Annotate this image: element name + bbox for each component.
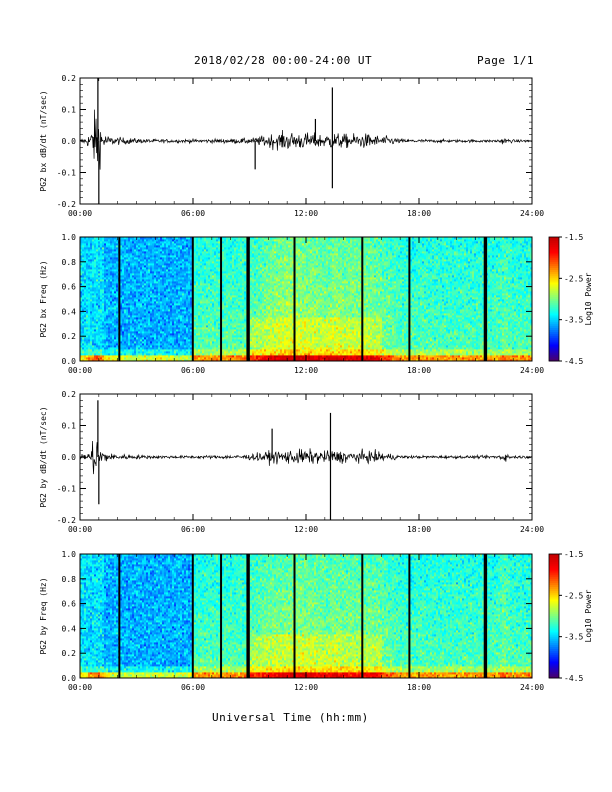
panel-4-xtick-label-4: 24:00 <box>520 683 544 692</box>
panel-2-data-gap-5 <box>361 237 363 361</box>
panel-4-ytick-label-3: 0.6 <box>62 600 77 609</box>
panel-2-colorbar-label: Log10 Power <box>584 272 593 325</box>
panel-4-data-gap-1 <box>192 554 194 678</box>
panel-3-trace-line <box>80 441 532 474</box>
panel-2-data-gap-6 <box>408 237 410 361</box>
panel-2-xtick-label-1: 06:00 <box>181 366 205 375</box>
panel-4-colorbar <box>549 554 559 679</box>
panel-2-data-gap-0 <box>118 237 120 361</box>
panel-2-ytick-label-0: 0.0 <box>62 357 77 366</box>
panel-4-ytick-label-5: 1.0 <box>62 550 77 559</box>
panel-3-ytick-label-0: -0.2 <box>57 516 76 525</box>
panel-4-ytick-label-4: 0.8 <box>62 575 77 584</box>
panel-2-colorbar-tick-label-1: -2.5 <box>564 274 583 283</box>
panel-3-ytick-label-1: -0.1 <box>57 485 76 494</box>
x-axis-title: Universal Time (hh:mm) <box>212 711 369 724</box>
panel-3-xtick-label-1: 06:00 <box>181 525 205 534</box>
panel-1: -0.2 -0.1 0.0 0.1 0.2 00:00 06:00 12:00 18:00 24:… <box>39 74 544 218</box>
panel-4-ytick-label-1: 0.2 <box>62 649 77 658</box>
panel-1-ytick-label-3: 0.1 <box>62 106 77 115</box>
panel-3-ytick-label-3: 0.1 <box>62 422 77 431</box>
panel-1-ytick-label-4: 0.2 <box>62 74 77 83</box>
panel-2-xtick-label-2: 12:00 <box>294 366 318 375</box>
panel-4-colorbar-tick-label-0: -1.5 <box>564 550 583 559</box>
panel-4-heatmap-cells <box>80 554 532 678</box>
panel-1-ytick-label-2: 0.0 <box>62 137 77 146</box>
panel-3: -0.2 -0.1 0.0 0.1 0.2 00:00 06:00 12:00 18:00 24:… <box>39 390 544 534</box>
panel-2-data-gap-3 <box>246 237 249 361</box>
panel-4-colorbar-tick-label-1: -2.5 <box>564 591 583 600</box>
panel-2-data-gap-7 <box>484 237 487 361</box>
panel-2-ytick-label-5: 1.0 <box>62 233 77 242</box>
panel-1-xtick-label-2: 12:00 <box>294 209 318 218</box>
panel-2-colorbar <box>549 237 559 362</box>
panel-1-ytick-label-1: -0.1 <box>57 169 76 178</box>
panel-2-xtick-label-0: 00:00 <box>68 366 92 375</box>
panel-3-xtick-label-2: 12:00 <box>294 525 318 534</box>
panel-4-colorbar-label: Log10 Power <box>584 589 593 642</box>
panel-4: 0.0 0.2 0.4 0.6 0.8 1.0 -1.5 -2.5 -3.5 -4.5 Log10 … <box>39 550 593 692</box>
panel-1-xtick-label-1: 06:00 <box>181 209 205 218</box>
panel-1-ylabel: PG2 bx dB/dt (nT/sec) <box>39 90 48 191</box>
panel-4-data-gap-0 <box>118 554 120 678</box>
panel-4-xtick-label-2: 12:00 <box>294 683 318 692</box>
panel-4-data-gap-2 <box>220 554 222 678</box>
panel-2-colorbar-tick-label-2: -3.5 <box>564 316 583 325</box>
panel-4-colorbar-tick-label-2: -3.5 <box>564 633 583 642</box>
panel-4-ylabel: PG2 by Freq (Hz) <box>39 577 48 654</box>
panel-2-data-gap-1 <box>192 237 194 361</box>
panel-4-data-gap-3 <box>246 554 249 678</box>
panel-2-xtick-label-4: 24:00 <box>520 366 544 375</box>
panel-2-ytick-label-3: 0.6 <box>62 283 77 292</box>
panel-2-ylabel: PG2 bx Freq (Hz) <box>39 260 48 337</box>
panel-2-ytick-label-4: 0.8 <box>62 258 77 267</box>
panel-4-ytick-label-2: 0.4 <box>62 624 77 633</box>
panel-2-data-gap-4 <box>294 237 296 361</box>
panel-4-data-gap-6 <box>408 554 410 678</box>
panel-4-xtick-label-3: 18:00 <box>407 683 431 692</box>
panel-4-ytick-label-0: 0.0 <box>62 674 77 683</box>
panel-3-ytick-label-4: 0.2 <box>62 390 77 399</box>
panel-2-xtick-label-3: 18:00 <box>407 366 431 375</box>
panel-1-xtick-label-0: 00:00 <box>68 209 92 218</box>
panel-3-ytick-label-2: 0.0 <box>62 453 77 462</box>
panel-2-colorbar-tick-label-0: -1.5 <box>564 233 583 242</box>
panel-2-ytick-label-1: 0.2 <box>62 332 77 341</box>
panel-2-heatmap-cells <box>80 237 532 361</box>
panel-2-colorbar-tick-label-3: -4.5 <box>564 357 583 366</box>
panel-1-xtick-label-4: 24:00 <box>520 209 544 218</box>
panel-2-data-gap-2 <box>220 237 222 361</box>
panel-4-xtick-label-0: 00:00 <box>68 683 92 692</box>
panel-1-ytick-label-0: -0.2 <box>57 200 76 209</box>
panel-3-ylabel: PG2 by dB/dt (nT/sec) <box>39 406 48 507</box>
panel-4-data-gap-4 <box>294 554 296 678</box>
panel-3-xtick-label-0: 00:00 <box>68 525 92 534</box>
panel-4-data-gap-5 <box>361 554 363 678</box>
panel-4-data-gap-7 <box>484 554 487 678</box>
panel-1-trace-line <box>80 110 532 170</box>
panel-3-xtick-label-4: 24:00 <box>520 525 544 534</box>
panel-4-xtick-label-1: 06:00 <box>181 683 205 692</box>
panel-2-ytick-label-2: 0.4 <box>62 307 77 316</box>
panel-3-xtick-label-3: 18:00 <box>407 525 431 534</box>
panel-1-xtick-label-3: 18:00 <box>407 209 431 218</box>
panel-2: 0.0 0.2 0.4 0.6 0.8 1.0 -1.5 -2.5 -3.5 -4.5 Log10 … <box>39 233 593 375</box>
panel-4-colorbar-tick-label-3: -4.5 <box>564 674 583 683</box>
